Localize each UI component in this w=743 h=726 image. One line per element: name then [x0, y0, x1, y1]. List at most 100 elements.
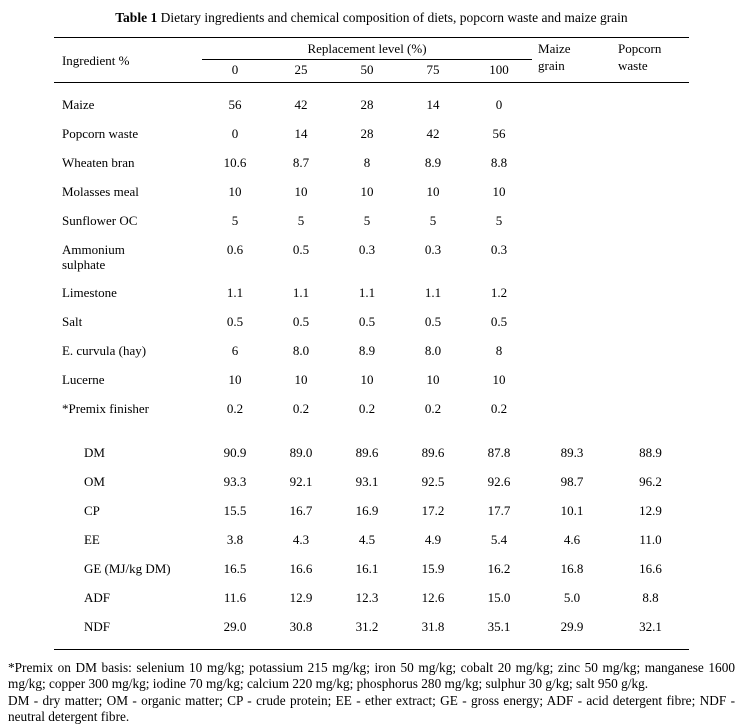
value-cell: 8 [363, 154, 371, 170]
table-row: *Premix finisher 0.2 0.2 0.2 0.2 0.2 [54, 395, 689, 424]
ingredient-label: Sunflower OC [61, 212, 138, 228]
ingredient-label: Lucerne [61, 372, 105, 388]
value-cell: 8.8 [490, 154, 508, 170]
ingredient-label: Wheaten bran [61, 154, 135, 170]
abbreviations-footnote: DM - dry matter; OM - organic matter; CP… [8, 693, 735, 725]
value-cell: 3.8 [226, 532, 244, 548]
value-cell: 89.6 [355, 445, 379, 461]
value-cell: 93.3 [223, 474, 247, 490]
value-cell: 8.9 [358, 343, 376, 359]
maize-value-cell: 98.7 [560, 474, 584, 490]
value-cell: 0.5 [226, 314, 244, 330]
spacer-row [54, 642, 689, 649]
empty-cell [612, 308, 689, 337]
level-100-header: 100 [465, 59, 533, 83]
value-cell: 0.5 [490, 314, 508, 330]
value-cell: 1.1 [358, 285, 376, 301]
table-row: E. curvula (hay) 6 8.0 8.9 8.0 8 [54, 337, 689, 366]
maize-value-cell: 10.1 [560, 503, 584, 519]
table-row: DM 90.9 89.0 89.6 89.6 87.8 89.3 88.9 [54, 439, 689, 468]
empty-cell [612, 395, 689, 424]
empty-cell [612, 207, 689, 236]
value-cell: 0.2 [358, 401, 376, 417]
value-cell: 17.7 [487, 503, 511, 519]
empty-cell [612, 120, 689, 149]
empty-cell [532, 207, 612, 236]
value-cell: 16.5 [223, 561, 247, 577]
ingredient-label: *Premix finisher [61, 401, 149, 417]
value-cell: 89.6 [421, 445, 445, 461]
value-cell: 14 [426, 96, 440, 112]
empty-cell [532, 120, 612, 149]
value-cell: 0.3 [490, 241, 508, 257]
value-cell: 92.5 [421, 474, 445, 490]
value-cell: 10 [294, 372, 308, 388]
value-cell: 1.1 [424, 285, 442, 301]
empty-cell [532, 395, 612, 424]
value-cell: 4.3 [292, 532, 310, 548]
value-cell: 6 [231, 343, 239, 359]
value-cell: 12.3 [355, 590, 379, 606]
value-cell: 0 [231, 125, 239, 141]
value-cell: 4.5 [358, 532, 376, 548]
value-cell: 92.6 [487, 474, 511, 490]
value-cell: 12.9 [289, 590, 313, 606]
diet-composition-table: Ingredient % Replacement level (%) Maize… [53, 37, 690, 650]
value-cell: 28 [360, 96, 374, 112]
value-cell: 10 [360, 372, 374, 388]
value-cell: 5 [495, 212, 503, 228]
value-cell: 10 [360, 183, 374, 199]
empty-cell [612, 366, 689, 395]
popcorn-value-cell: 11.0 [639, 532, 662, 548]
empty-cell [612, 149, 689, 178]
value-cell: 10 [492, 183, 506, 199]
table-row: EE 3.8 4.3 4.5 4.9 5.4 4.6 11.0 [54, 526, 689, 555]
value-cell: 5 [297, 212, 305, 228]
ingredient-label: Salt [61, 314, 83, 330]
value-cell: 16.1 [355, 561, 379, 577]
table-row: Molasses meal 10 10 10 10 10 [54, 178, 689, 207]
value-cell: 28 [360, 125, 374, 141]
footnotes: *Premix on DM basis: selenium 10 mg/kg; … [8, 660, 735, 726]
composition-label: OM [83, 474, 105, 490]
table-row: Wheaten bran 10.6 8.7 8 8.9 8.8 [54, 149, 689, 178]
value-cell: 89.0 [289, 445, 313, 461]
maize-value-cell: 4.6 [563, 532, 581, 548]
value-cell: 10 [426, 372, 440, 388]
value-cell: 10 [294, 183, 308, 199]
value-cell: 42 [294, 96, 308, 112]
value-cell: 16.6 [289, 561, 313, 577]
empty-cell [612, 279, 689, 308]
maize-value-cell: 5.0 [563, 590, 581, 606]
table-row: CP 15.5 16.7 16.9 17.2 17.7 10.1 12.9 [54, 497, 689, 526]
value-cell: 8.9 [424, 154, 442, 170]
maize-value-cell: 29.9 [560, 619, 584, 635]
value-cell: 56 [492, 125, 506, 141]
composition-label: NDF [83, 619, 110, 635]
popcorn-waste-column-header: Popcorn waste [612, 37, 690, 83]
value-cell: 1.2 [490, 285, 508, 301]
table-row: OM 93.3 92.1 93.1 92.5 92.6 98.7 96.2 [54, 468, 689, 497]
ingredient-label: Maize [61, 96, 95, 112]
value-cell: 31.8 [421, 619, 445, 635]
value-cell: 12.6 [421, 590, 445, 606]
table-row: Salt 0.5 0.5 0.5 0.5 0.5 [54, 308, 689, 337]
value-cell: 17.2 [421, 503, 445, 519]
value-cell: 8.7 [292, 154, 310, 170]
value-cell: 10.6 [223, 154, 247, 170]
ingredient-label: Limestone [61, 285, 117, 301]
value-cell: 92.1 [289, 474, 313, 490]
empty-cell [532, 178, 612, 207]
header-row-levels: 0 25 50 75 100 [54, 59, 689, 83]
value-cell: 0.5 [424, 314, 442, 330]
value-cell: 35.1 [487, 619, 511, 635]
value-cell: 0.5 [292, 314, 310, 330]
value-cell: 0.3 [358, 241, 376, 257]
value-cell: 8.0 [292, 343, 310, 359]
value-cell: 0.2 [226, 401, 244, 417]
value-cell: 0.2 [490, 401, 508, 417]
table-row: Popcorn waste 0 14 28 42 56 [54, 120, 689, 149]
table-row: GE (MJ/kg DM) 16.5 16.6 16.1 15.9 16.2 1… [54, 555, 689, 584]
value-cell: 90.9 [223, 445, 247, 461]
ingredient-label: Popcorn waste [61, 125, 139, 141]
